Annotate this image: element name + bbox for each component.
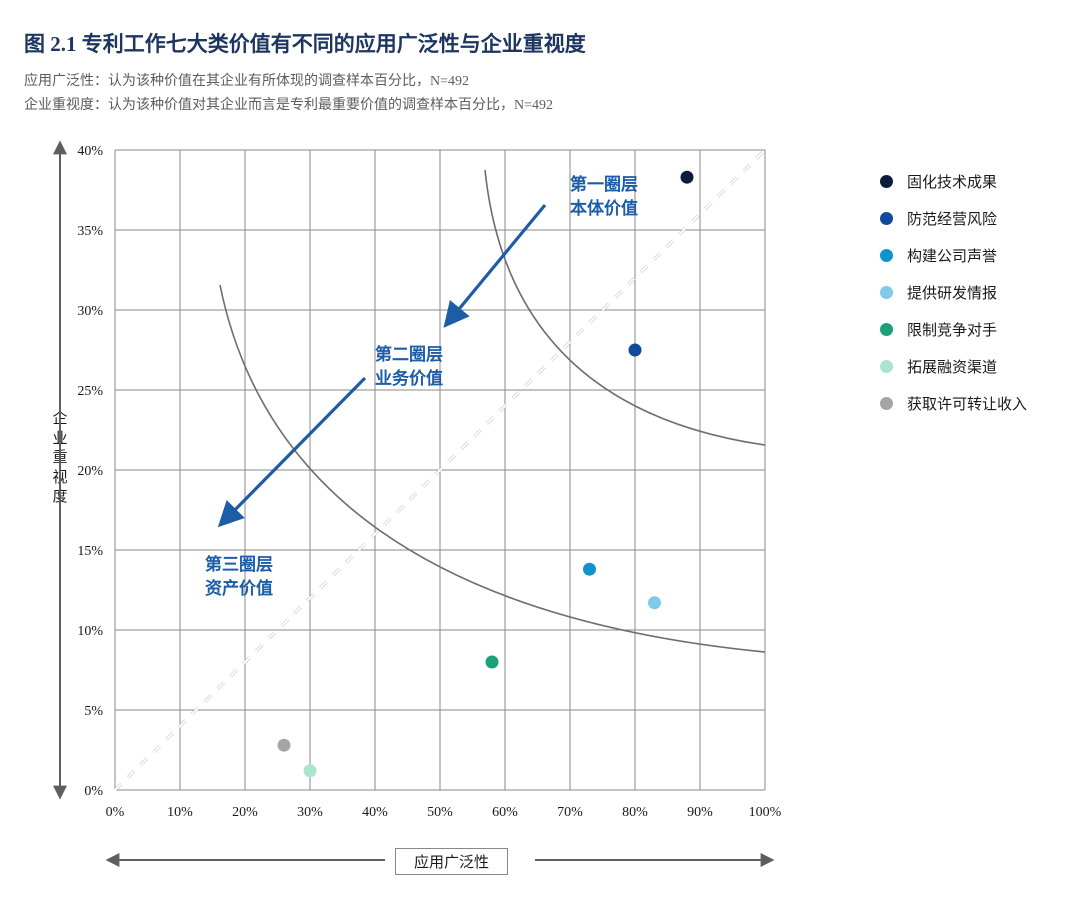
svg-text:25%: 25%	[77, 384, 103, 399]
svg-text:40%: 40%	[362, 805, 388, 820]
chart-subtitle-2: 企业重视度：认为该种价值对其企业而言是专利最重要价值的调查样本百分比，N=492	[24, 94, 1060, 114]
legend-label: 固化技术成果	[907, 171, 997, 192]
legend-dot-icon	[880, 323, 893, 336]
point	[629, 344, 642, 357]
svg-text:80%: 80%	[622, 805, 648, 820]
svg-text:本体价值: 本体价值	[570, 198, 638, 218]
chart-subtitle-1: 应用广泛性：认为该种价值在其企业有所体现的调查样本百分比，N=492	[24, 70, 1060, 90]
svg-text:0%: 0%	[106, 805, 125, 820]
svg-text:资产价值: 资产价值	[205, 578, 273, 598]
x-axis-label: 应用广泛性	[395, 848, 508, 875]
svg-text:5%: 5%	[84, 704, 103, 719]
point	[648, 596, 661, 609]
point	[486, 656, 499, 669]
legend-item: 防范经营风险	[880, 208, 1070, 229]
svg-text:30%: 30%	[77, 304, 103, 319]
svg-text:第二圈层: 第二圈层	[375, 344, 443, 364]
legend-item: 限制竞争对手	[880, 319, 1070, 340]
legend-dot-icon	[880, 212, 893, 225]
svg-text:100%: 100%	[749, 805, 782, 820]
svg-text:20%: 20%	[232, 805, 258, 820]
legend-label: 防范经营风险	[907, 208, 997, 229]
legend-item: 构建公司声誉	[880, 245, 1070, 266]
svg-text:60%: 60%	[492, 805, 518, 820]
svg-text:第一圈层: 第一圈层	[570, 174, 638, 194]
legend-dot-icon	[880, 397, 893, 410]
svg-text:15%: 15%	[77, 544, 103, 559]
point	[583, 563, 596, 576]
point	[278, 739, 291, 752]
legend-label: 拓展融资渠道	[907, 356, 997, 377]
svg-text:40%: 40%	[77, 144, 103, 159]
point	[304, 764, 317, 777]
legend-label: 构建公司声誉	[907, 245, 997, 266]
svg-text:30%: 30%	[297, 805, 323, 820]
legend-dot-icon	[880, 175, 893, 188]
legend-label: 提供研发情报	[907, 282, 997, 303]
svg-text:20%: 20%	[77, 464, 103, 479]
legend-item: 拓展融资渠道	[880, 356, 1070, 377]
legend-label: 获取许可转让收入	[907, 393, 1027, 414]
svg-text:70%: 70%	[557, 805, 583, 820]
chart-title: 图 2.1 专利工作七大类价值有不同的应用广泛性与企业重视度	[24, 28, 1060, 58]
point	[681, 171, 694, 184]
legend: 固化技术成果防范经营风险构建公司声誉提供研发情报限制竞争对手拓展融资渠道获取许可…	[880, 155, 1070, 430]
legend-item: 获取许可转让收入	[880, 393, 1070, 414]
svg-text:第三圈层: 第三圈层	[205, 554, 273, 574]
svg-text:35%: 35%	[77, 224, 103, 239]
svg-text:50%: 50%	[427, 805, 453, 820]
legend-dot-icon	[880, 360, 893, 373]
svg-text:0%: 0%	[84, 784, 103, 799]
svg-text:90%: 90%	[687, 805, 713, 820]
svg-text:10%: 10%	[77, 624, 103, 639]
legend-item: 提供研发情报	[880, 282, 1070, 303]
svg-text:10%: 10%	[167, 805, 193, 820]
legend-dot-icon	[880, 249, 893, 262]
legend-label: 限制竞争对手	[907, 319, 997, 340]
svg-text:业务价值: 业务价值	[375, 368, 443, 388]
legend-dot-icon	[880, 286, 893, 299]
legend-item: 固化技术成果	[880, 171, 1070, 192]
